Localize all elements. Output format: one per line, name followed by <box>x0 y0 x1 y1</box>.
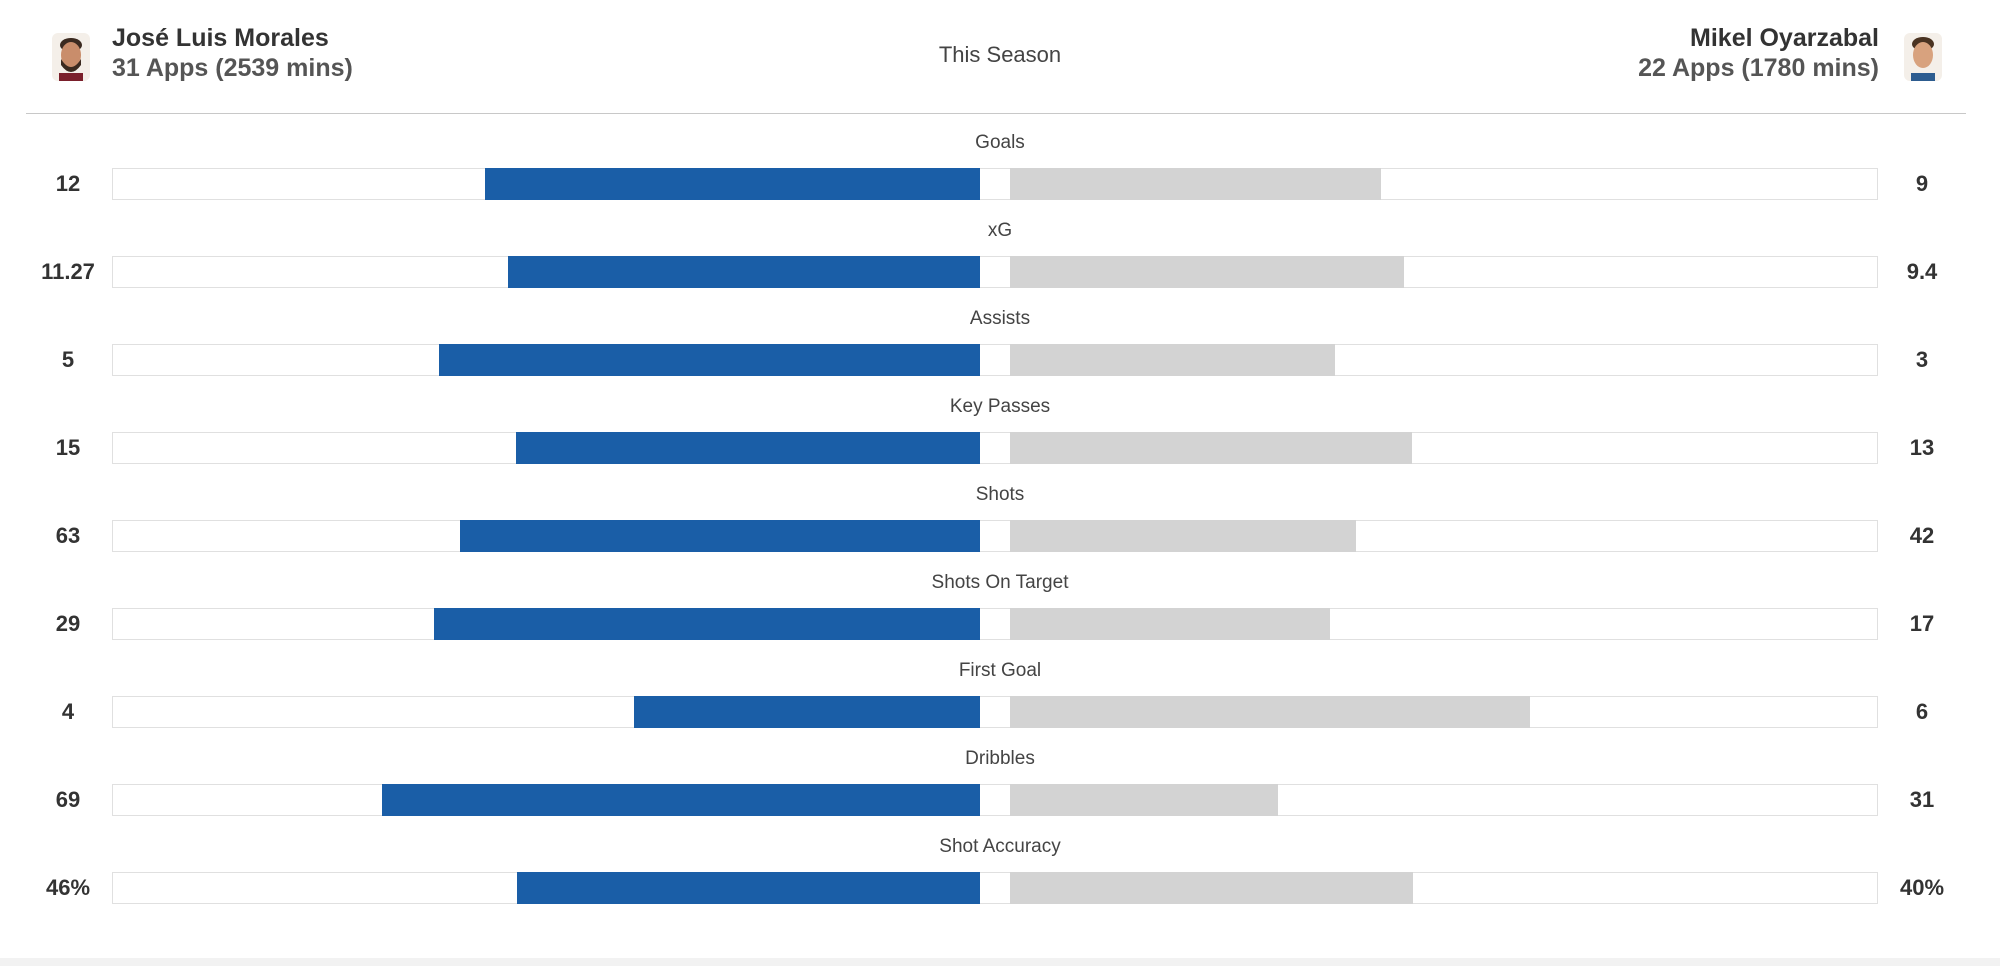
left-player-name: José Luis Morales <box>112 24 329 52</box>
stat-track <box>112 432 1878 464</box>
player-avatar-left[interactable] <box>52 33 90 81</box>
value-right: 40% <box>1899 875 1945 900</box>
value-right: 6 <box>1915 699 1929 724</box>
comparison-header: José Luis Morales 31 Apps (2539 mins) Th… <box>0 0 2000 114</box>
stat-label: Key Passes <box>949 396 1051 417</box>
stat-label: Shots On Target <box>931 572 1069 593</box>
bar-left[interactable] <box>438 344 980 376</box>
stat-track <box>112 608 1878 640</box>
right-player-apps: 22 Apps (1780 mins) <box>1638 54 1879 82</box>
bar-right[interactable] <box>1010 344 1335 376</box>
stat-label: First Goal <box>958 660 1042 681</box>
bar-left[interactable] <box>516 872 980 904</box>
value-left: 11.27 <box>41 259 95 284</box>
value-left: 4 <box>61 699 75 724</box>
bar-left[interactable] <box>507 256 980 288</box>
stat-track <box>112 256 1878 288</box>
header-divider <box>26 113 1966 114</box>
value-right: 9.4 <box>1906 259 1938 284</box>
stat-track <box>112 520 1878 552</box>
value-left: 46% <box>45 875 91 900</box>
bar-left[interactable] <box>460 520 980 552</box>
bar-right[interactable] <box>1010 168 1382 200</box>
stat-track <box>112 872 1878 904</box>
bar-right[interactable] <box>1010 520 1357 552</box>
player-avatar-right[interactable] <box>1904 33 1942 81</box>
value-right: 9 <box>1915 171 1929 196</box>
value-left: 63 <box>55 523 81 548</box>
stat-label: Shot Accuracy <box>939 836 1061 857</box>
value-right: 31 <box>1909 787 1935 812</box>
player-face-icon <box>1904 33 1942 81</box>
value-left: 15 <box>55 435 81 460</box>
value-right: 42 <box>1909 523 1935 548</box>
stat-label: Assists <box>969 308 1031 329</box>
player-face-icon <box>52 33 90 81</box>
bar-right[interactable] <box>1010 608 1331 640</box>
footer-strip <box>0 958 2000 966</box>
value-left: 12 <box>55 171 81 196</box>
bar-left[interactable] <box>485 168 980 200</box>
value-right: 3 <box>1915 347 1929 372</box>
bar-left[interactable] <box>382 784 980 816</box>
value-left: 29 <box>55 611 81 636</box>
value-right: 17 <box>1909 611 1935 636</box>
stat-label: xG <box>987 220 1013 241</box>
stat-track <box>112 696 1878 728</box>
value-left: 5 <box>61 347 75 372</box>
left-player-apps: 31 Apps (2539 mins) <box>112 54 353 82</box>
right-player-name: Mikel Oyarzabal <box>1690 24 1879 52</box>
bar-left[interactable] <box>516 432 980 464</box>
bar-right[interactable] <box>1010 696 1530 728</box>
stat-label: Goals <box>975 132 1025 153</box>
stat-label: Shots <box>975 484 1025 505</box>
stat-track <box>112 344 1878 376</box>
bar-right[interactable] <box>1010 872 1413 904</box>
stat-label: Dribbles <box>965 748 1035 769</box>
bar-right[interactable] <box>1010 784 1279 816</box>
bar-right[interactable] <box>1010 432 1413 464</box>
bar-right[interactable] <box>1010 256 1404 288</box>
season-label: This Season <box>938 42 1062 67</box>
stat-track <box>112 168 1878 200</box>
value-left: 69 <box>55 787 81 812</box>
stat-track <box>112 784 1878 816</box>
value-right: 13 <box>1909 435 1935 460</box>
bar-left[interactable] <box>434 608 980 640</box>
bar-left[interactable] <box>633 696 980 728</box>
